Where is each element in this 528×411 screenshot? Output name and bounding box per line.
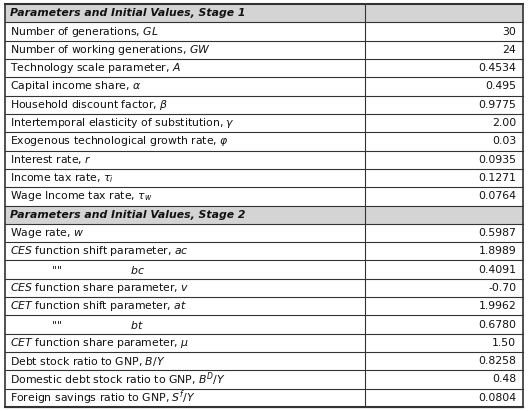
Bar [365,279,523,297]
Text: 0.8258: 0.8258 [478,356,516,366]
Text: 1.9962: 1.9962 [479,301,516,311]
Text: 24: 24 [503,45,516,55]
Bar [365,4,523,23]
Text: Household discount factor, $\mathit{\beta}$: Household discount factor, $\mathit{\bet… [10,98,167,112]
Text: 0.03: 0.03 [492,136,516,146]
Bar [365,315,523,334]
Bar [5,187,365,206]
Bar [365,352,523,370]
Text: 0.1271: 0.1271 [478,173,516,183]
Text: -0.70: -0.70 [488,283,516,293]
Text: 1.8989: 1.8989 [479,246,516,256]
Bar [5,315,365,334]
Text: 0.4091: 0.4091 [478,265,516,275]
Text: $\mathit{CET}$ function share parameter, $\mathit{\mu}$: $\mathit{CET}$ function share parameter,… [10,336,188,350]
Bar [365,59,523,77]
Text: ""                    $\mathit{bc}$: "" $\mathit{bc}$ [10,263,145,276]
Bar [5,242,365,261]
Bar [5,77,365,96]
Text: $\mathit{CET}$ function shift parameter, $\mathit{at}$: $\mathit{CET}$ function shift parameter,… [10,299,187,313]
Text: 0.0804: 0.0804 [478,393,516,403]
Bar [5,334,365,352]
Bar [5,388,365,407]
Text: Interest rate, $\mathit{r}$: Interest rate, $\mathit{r}$ [10,153,91,166]
Bar [5,150,365,169]
Text: 0.5987: 0.5987 [478,228,516,238]
Text: $\mathit{CES}$ function share parameter, $\mathit{v}$: $\mathit{CES}$ function share parameter,… [10,281,189,295]
Bar [5,370,365,388]
Bar [365,77,523,96]
Text: 0.495: 0.495 [485,81,516,92]
Text: 2.00: 2.00 [492,118,516,128]
Text: Domestic debt stock ratio to GNP, $\mathit{B^D/Y}$: Domestic debt stock ratio to GNP, $\math… [10,371,225,388]
Text: 0.9775: 0.9775 [478,100,516,110]
Bar [5,132,365,150]
Bar [5,279,365,297]
Bar [365,261,523,279]
Bar [5,224,365,242]
Text: Intertemporal elasticity of substitution, $\mathit{\gamma}$: Intertemporal elasticity of substitution… [10,116,234,130]
Text: Wage rate, $\mathit{w}$: Wage rate, $\mathit{w}$ [10,226,84,240]
Text: Foreign savings ratio to GNP, $\mathit{S^f/Y}$: Foreign savings ratio to GNP, $\mathit{S… [10,388,195,407]
Bar [365,41,523,59]
Text: Parameters and Initial Values, Stage 1: Parameters and Initial Values, Stage 1 [10,8,245,18]
Text: Exogenous technological growth rate, $\mathit{\varphi}$: Exogenous technological growth rate, $\m… [10,134,228,148]
Bar [365,23,523,41]
Text: 0.4534: 0.4534 [478,63,516,73]
Bar [5,261,365,279]
Text: 30: 30 [503,27,516,37]
Text: 0.48: 0.48 [492,374,516,384]
Text: Number of working generations, $\mathit{GW}$: Number of working generations, $\mathit{… [10,43,211,57]
Text: 0.0764: 0.0764 [478,192,516,201]
Bar [365,334,523,352]
Text: Parameters and Initial Values, Stage 2: Parameters and Initial Values, Stage 2 [10,210,245,219]
Bar [5,96,365,114]
Bar [365,388,523,407]
Bar [5,297,365,315]
Bar [365,132,523,150]
Text: Income tax rate, $\mathit{\tau}_\mathit{i}$: Income tax rate, $\mathit{\tau}_\mathit{… [10,171,114,185]
Bar [365,224,523,242]
Bar [365,150,523,169]
Bar [365,297,523,315]
Bar [5,352,365,370]
Text: 1.50: 1.50 [492,338,516,348]
Bar [5,59,365,77]
Text: ""                    $\mathit{bt}$: "" $\mathit{bt}$ [10,319,144,330]
Bar [365,370,523,388]
Text: Number of generations, $\mathit{GL}$: Number of generations, $\mathit{GL}$ [10,25,158,39]
Bar [5,206,365,224]
Text: 0.6780: 0.6780 [478,319,516,330]
Text: Capital income share, $\mathit{\alpha}$: Capital income share, $\mathit{\alpha}$ [10,79,140,93]
Bar [365,169,523,187]
Text: Debt stock ratio to GNP, $\mathit{B/Y}$: Debt stock ratio to GNP, $\mathit{B/Y}$ [10,355,165,367]
Text: Wage Income tax rate, $\mathit{\tau}_\mathit{w}$: Wage Income tax rate, $\mathit{\tau}_\ma… [10,189,152,203]
Bar [365,242,523,261]
Bar [365,114,523,132]
Text: Technology scale parameter, $\mathit{A}$: Technology scale parameter, $\mathit{A}$ [10,61,180,75]
Text: $\mathit{CES}$ function shift parameter, $\mathit{ac}$: $\mathit{CES}$ function shift parameter,… [10,244,188,258]
Bar [365,206,523,224]
Bar [5,4,365,23]
Bar [365,96,523,114]
Bar [5,41,365,59]
Text: 0.0935: 0.0935 [478,155,516,165]
Bar [365,187,523,206]
Bar [5,169,365,187]
Bar [5,23,365,41]
Bar [5,114,365,132]
